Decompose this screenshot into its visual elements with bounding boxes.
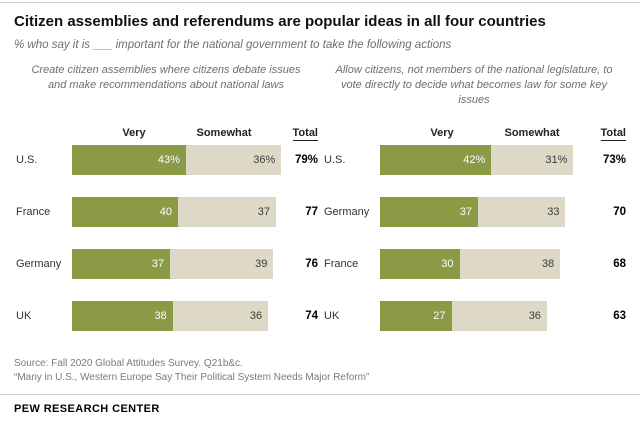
- bar-segment-somewhat: 36: [172, 301, 269, 331]
- stacked-bar: 43% 36%: [72, 145, 282, 175]
- bar-segment-somewhat: 33: [478, 197, 566, 227]
- top-divider: [0, 2, 640, 3]
- stacked-bar: 37 39: [72, 249, 282, 279]
- country-label: UK: [16, 310, 32, 322]
- stacked-bar: 30 38: [380, 249, 590, 279]
- bar-row: U.S. 43% 36% 79%: [14, 145, 318, 175]
- column-headers: Very Somewhat Total: [322, 121, 626, 141]
- bar-row: Germany 37 39 76: [14, 249, 318, 279]
- bar-segment-somewhat: 36: [451, 301, 547, 331]
- total-label: 73%: [602, 154, 626, 166]
- panel-description: Allow citizens, not members of the natio…: [335, 64, 613, 106]
- country-label: France: [16, 206, 51, 218]
- header-somewhat: Somewhat: [196, 127, 252, 139]
- bar-segment-very: 40: [72, 197, 178, 227]
- bar-row: Germany 37 33 70: [322, 197, 626, 227]
- header-total: Total: [292, 127, 318, 141]
- brand-footer: PEW RESEARCH CENTER: [14, 403, 160, 415]
- source-line: Source: Fall 2020 Global Attitudes Surve…: [14, 358, 243, 369]
- total-label: 68: [613, 258, 626, 270]
- panel-description: Create citizen assemblies where citizens…: [31, 64, 301, 91]
- stacked-bar: 38 36: [72, 301, 282, 331]
- total-label: 70: [613, 206, 626, 218]
- country-label: U.S.: [324, 154, 346, 166]
- country-label: Germany: [16, 258, 62, 270]
- chart-subtitle: % who say it is ___ important for the na…: [14, 39, 452, 51]
- stacked-bar: 42% 31%: [380, 145, 590, 175]
- bar-segment-very: 27: [380, 301, 452, 331]
- stacked-bar: 37 33: [380, 197, 590, 227]
- bar-segment-very: 30: [380, 249, 460, 279]
- bar-segment-very: 43%: [72, 145, 186, 175]
- bar-row: UK 38 36 74: [14, 301, 318, 331]
- bar-row: U.S. 42% 31% 73%: [322, 145, 626, 175]
- header-very: Very: [122, 127, 146, 139]
- panel-direct-vote: Allow citizens, not members of the natio…: [322, 63, 626, 353]
- country-label: UK: [324, 310, 340, 322]
- bar-segment-very: 42%: [380, 145, 492, 175]
- report-title-line: “Many in U.S., Western Europe Say Their …: [14, 372, 370, 383]
- bar-segment-somewhat: 37: [178, 197, 277, 227]
- page-title: Citizen assemblies and referendums are p…: [14, 13, 546, 30]
- stacked-bar: 40 37: [72, 197, 282, 227]
- bar-row: France 40 37 77: [14, 197, 318, 227]
- bar-segment-somewhat: 39: [170, 249, 274, 279]
- total-label: 79%: [294, 154, 318, 166]
- bar-segment-somewhat: 31%: [491, 145, 574, 175]
- bar-segment-very: 37: [380, 197, 479, 227]
- total-label: 74: [305, 310, 318, 322]
- bar-segment-somewhat: 38: [459, 249, 561, 279]
- header-somewhat: Somewhat: [504, 127, 560, 139]
- bar-row: France 30 38 68: [322, 249, 626, 279]
- stacked-bar: 27 36: [380, 301, 590, 331]
- total-label: 76: [305, 258, 318, 270]
- bar-row: UK 27 36 63: [322, 301, 626, 331]
- total-label: 77: [305, 206, 318, 218]
- bar-segment-somewhat: 36%: [185, 145, 282, 175]
- footer-divider: [0, 394, 640, 395]
- chart-panels: Create citizen assemblies where citizens…: [14, 63, 626, 353]
- bar-segment-very: 38: [72, 301, 173, 331]
- country-label: France: [324, 258, 359, 270]
- country-label: Germany: [324, 206, 370, 218]
- country-label: U.S.: [16, 154, 38, 166]
- header-very: Very: [430, 127, 454, 139]
- total-label: 63: [613, 310, 626, 322]
- column-headers: Very Somewhat Total: [14, 121, 318, 141]
- header-total: Total: [600, 127, 626, 141]
- panel-citizen-assemblies: Create citizen assemblies where citizens…: [14, 63, 318, 353]
- source-note: Source: Fall 2020 Global Attitudes Surve…: [14, 357, 626, 385]
- bar-segment-very: 37: [72, 249, 171, 279]
